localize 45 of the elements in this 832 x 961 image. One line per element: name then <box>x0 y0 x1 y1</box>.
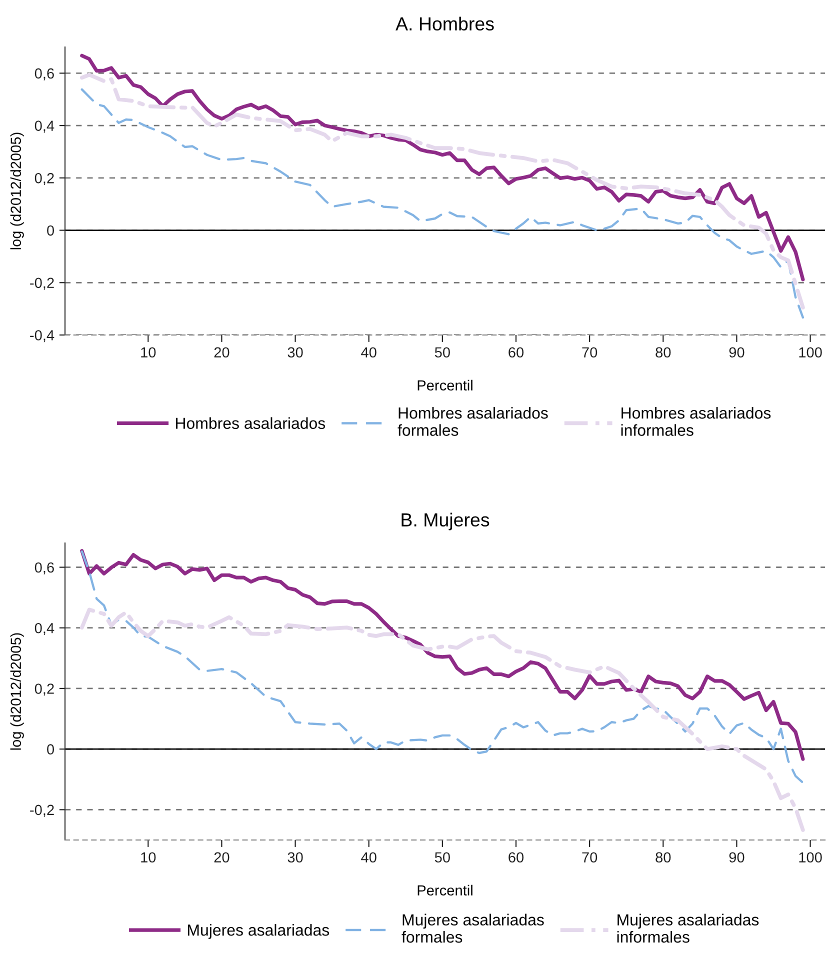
legend-label: Mujeres asalariadas formales <box>402 914 544 943</box>
legend-label: Hombres asalariados informales <box>621 406 771 436</box>
x-tick-label: 80 <box>656 347 671 358</box>
y-tick-label: 0 <box>47 744 54 755</box>
y-tick-label: -0,2 <box>30 278 54 290</box>
x-tick-label: 20 <box>214 852 230 863</box>
x-tick-label: 50 <box>434 347 450 358</box>
x-axis-title: Percentil <box>418 380 472 391</box>
x-tick-label: 50 <box>434 852 450 863</box>
y-tick-label: 0,6 <box>34 68 54 80</box>
x-tick-label: 10 <box>141 852 156 863</box>
x-tick-label: 80 <box>656 852 671 863</box>
y-tick-label: -0,2 <box>30 804 54 817</box>
x-tick-label: 30 <box>288 347 303 358</box>
y-axis-title: log (d2012/d2005) <box>10 132 24 250</box>
x-tick-label: 40 <box>361 347 376 358</box>
chart-title: A. Hombres <box>396 16 494 31</box>
y-axis-title: log (d2012/d2005) <box>10 633 24 750</box>
x-tick-label: 70 <box>582 852 598 863</box>
x-tick-label: 100 <box>799 347 822 358</box>
line-series <box>80 54 805 282</box>
y-tick-label: 0,6 <box>34 562 54 574</box>
y-tick-label: 0,2 <box>34 684 54 696</box>
x-tick-label: 60 <box>508 852 524 863</box>
x-tick-label: 90 <box>729 347 744 358</box>
legend-label: Mujeres asalariadas <box>188 924 330 939</box>
line-series <box>80 608 805 832</box>
x-tick-label: 40 <box>361 852 376 863</box>
x-tick-label: 70 <box>582 347 598 358</box>
x-axis-title: Percentil <box>418 884 472 896</box>
x-tick-label: 10 <box>141 347 156 358</box>
y-tick-label: -0,4 <box>30 330 54 342</box>
legend-label: Mujeres asalariadas informales <box>617 914 759 943</box>
chart-title: B. Mujeres <box>402 512 490 530</box>
x-tick-label: 60 <box>508 347 524 358</box>
x-tick-label: 30 <box>288 852 303 863</box>
x-tick-label: 100 <box>799 852 822 863</box>
legend-label: Hombres asalariados <box>176 417 326 429</box>
y-tick-label: 0,2 <box>34 173 54 186</box>
x-tick-label: 20 <box>214 347 230 358</box>
legend-label: Hombres asalariados formales <box>398 406 548 436</box>
y-tick-label: 0,4 <box>34 622 54 636</box>
x-tick-label: 90 <box>729 852 744 863</box>
y-tick-label: 0 <box>47 225 54 236</box>
y-tick-label: 0,4 <box>34 120 54 133</box>
